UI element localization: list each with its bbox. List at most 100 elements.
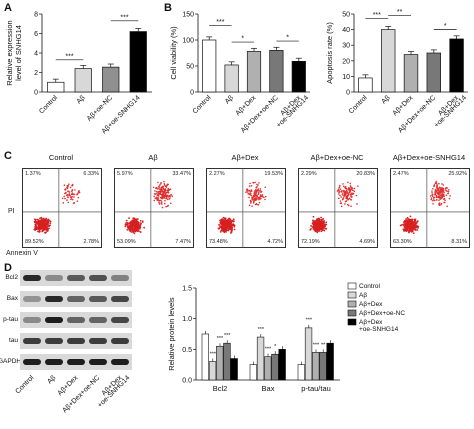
legend-swatch (347, 309, 357, 317)
blot-band-label: GAPDH (0, 358, 22, 365)
facs-event (340, 196, 342, 198)
bar (291, 60, 306, 93)
facs-event (440, 202, 443, 205)
quadrant-value: 2.27% (209, 171, 225, 177)
facs-event (229, 218, 232, 221)
facs-event (261, 194, 264, 196)
facs-event (406, 227, 408, 230)
facs-event (46, 221, 48, 223)
quadrant-value: 2.78% (83, 239, 99, 245)
quadrant-value: 4.72% (267, 239, 283, 245)
facs-event (133, 223, 136, 226)
facs-event (260, 191, 262, 193)
facs-event (66, 199, 68, 201)
facs-event (341, 192, 344, 195)
facs-title: Aβ+Dex+oe-SNHG14 (392, 153, 466, 162)
facs-event (133, 229, 136, 232)
facs-event (249, 191, 252, 193)
blot-band (23, 317, 41, 323)
category-label: Control (348, 94, 369, 115)
quadrant-value: 72.19% (301, 239, 320, 245)
facs-event (41, 219, 43, 222)
quadrant-value: 53.09% (117, 239, 136, 245)
facs-event (342, 185, 345, 188)
facs-event (38, 225, 41, 227)
facs-event (351, 192, 353, 194)
facs-event (245, 191, 247, 193)
facs-event (219, 225, 221, 228)
bar (224, 64, 239, 93)
facs-event (436, 189, 438, 192)
facs-event (229, 228, 232, 231)
facs-event (315, 222, 318, 225)
facs-event (439, 198, 442, 200)
facs-event (160, 182, 162, 184)
facs-event (230, 231, 233, 233)
facs-event (247, 193, 250, 195)
blot-band (89, 275, 107, 281)
facs-event (229, 225, 232, 228)
facs-scatter (299, 169, 377, 247)
facs-event (66, 185, 68, 187)
facs-event (140, 222, 142, 225)
facs-event (225, 222, 228, 225)
facs-event (438, 186, 441, 189)
facs-event (412, 223, 415, 226)
y-tick-label: 0 (346, 90, 350, 97)
facs-event (160, 191, 162, 193)
facs-event (139, 231, 142, 233)
facs-event (402, 228, 405, 231)
facs-event (69, 194, 71, 197)
facs-event (405, 219, 407, 222)
facs-event (250, 200, 252, 203)
facs-event (345, 187, 347, 190)
facs-event (132, 217, 135, 220)
blot-band (23, 359, 41, 365)
facs-event (253, 199, 256, 201)
facs-event (137, 223, 139, 226)
facs-event (344, 192, 346, 195)
facs-event (157, 197, 160, 199)
facs-event (411, 229, 414, 232)
facs-event (47, 225, 50, 228)
facs-event (76, 200, 79, 202)
facs-event (170, 193, 172, 196)
bar (297, 364, 305, 381)
facs-event (250, 185, 253, 187)
facs-event (352, 192, 355, 195)
facs-event (338, 197, 340, 200)
bar (208, 361, 217, 381)
bar (269, 50, 284, 93)
facs-title: Control (48, 153, 74, 162)
facs-event (257, 190, 260, 192)
facs-event (138, 225, 141, 228)
facs-event (416, 220, 419, 223)
facs-event (163, 189, 166, 191)
facs-event (126, 223, 129, 226)
facs-event (432, 193, 434, 196)
facs-event (226, 218, 229, 221)
significance-label: *** (210, 351, 217, 357)
facs-event (437, 196, 440, 199)
facs-event (219, 221, 222, 224)
significance-label: ** (321, 342, 326, 348)
facs-event (34, 218, 36, 221)
facs-event (72, 202, 75, 205)
significance-label: *** (265, 347, 272, 353)
facs-event (447, 190, 450, 193)
facs-event (439, 189, 441, 191)
facs-event (158, 184, 161, 186)
facs-event (47, 229, 50, 231)
facs-event (227, 225, 230, 228)
quadrant-value: 5.97% (117, 171, 133, 177)
facs-event (167, 188, 169, 191)
facs-event (163, 202, 166, 205)
facs-event (160, 187, 162, 190)
facs-event (69, 186, 72, 189)
facs-event (405, 225, 408, 227)
blot-band (45, 275, 63, 281)
blot-band (111, 296, 129, 302)
facs-event (73, 196, 75, 198)
facs-event (251, 196, 253, 199)
facs-event (441, 194, 443, 196)
